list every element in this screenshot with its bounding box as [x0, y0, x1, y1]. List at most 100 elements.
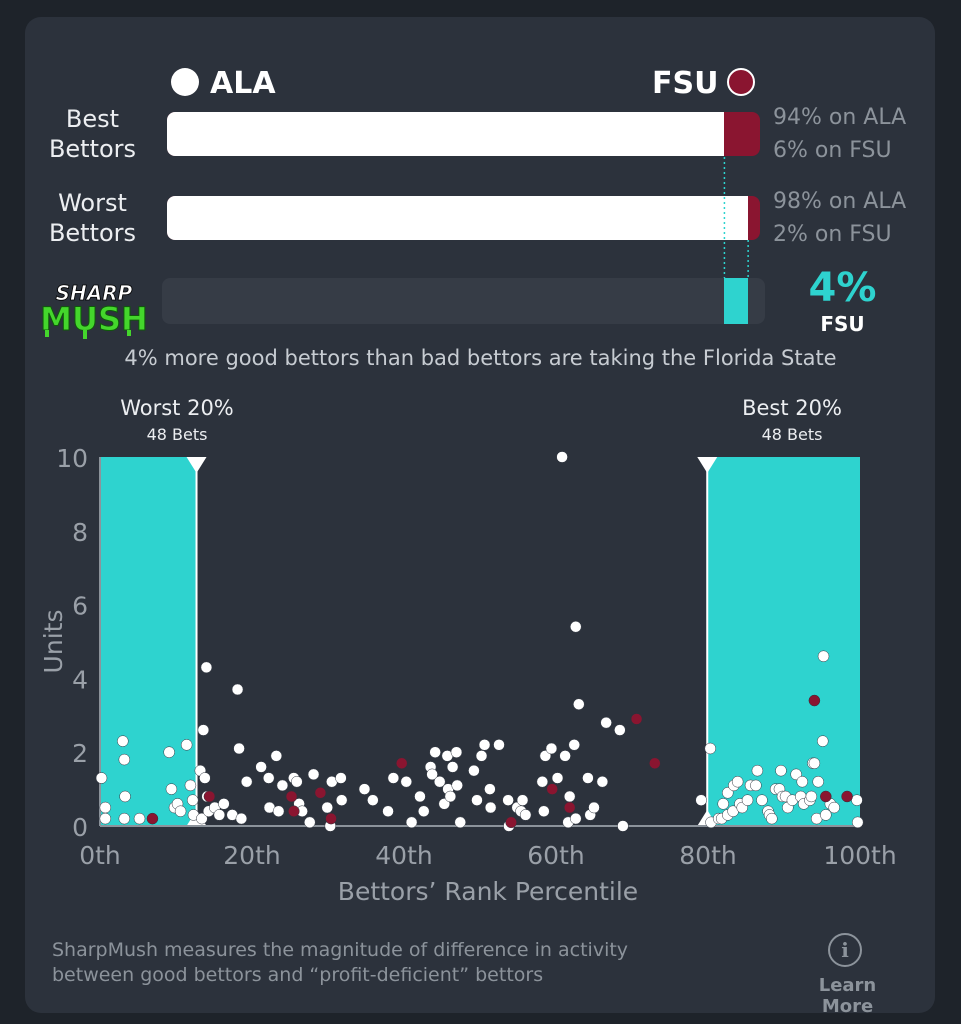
fsu-bet-point — [146, 812, 159, 825]
fsu-bet-point — [288, 805, 300, 817]
ala-bet-point — [570, 620, 582, 633]
fsu-bet-point — [649, 757, 661, 770]
x-tick-label: 0th — [79, 841, 121, 870]
ala-bet-point — [516, 794, 529, 806]
ala-bet-point — [414, 790, 426, 803]
ala-bet-point — [717, 798, 729, 810]
ala-bet-point — [291, 775, 303, 788]
ala-bet-point — [551, 772, 564, 784]
worst-bettors-ala-fill — [167, 196, 749, 240]
ala-bet-point — [321, 801, 333, 814]
ala-bet-point — [573, 698, 585, 710]
ala-bet-point — [478, 739, 491, 751]
ala-bet-point — [796, 775, 808, 788]
y-tick-label: 4 — [72, 665, 88, 694]
worst-bettors-label: Worst Bettors — [40, 188, 145, 248]
x-tick-label: 60th — [527, 841, 584, 870]
x-tick-label: 20th — [223, 841, 280, 870]
ala-bet-point — [538, 805, 550, 817]
ala-bet-point — [556, 451, 568, 463]
x-axis-title: Bettors’ Rank Percentile — [338, 877, 638, 906]
ala-bet-point — [446, 761, 459, 773]
ala-bet-point — [614, 724, 626, 736]
ala-bet-point — [596, 775, 609, 788]
fsu-bet-point — [325, 812, 337, 825]
best-bettors-ala-fill — [167, 112, 725, 156]
ala-bet-point — [484, 783, 496, 795]
best-ala-pct: 94% on ALA — [773, 105, 907, 130]
region-subtitle: 48 Bets — [762, 425, 823, 444]
ala-bet-point — [418, 805, 430, 817]
fsu-bet-point — [314, 787, 327, 799]
best-label-line2: Bettors — [48, 135, 137, 163]
ala-bet-point — [451, 779, 463, 792]
y-tick-label: 2 — [72, 739, 88, 768]
ala-bet-point — [382, 805, 394, 817]
footer-line2: between good bettors and “profit-deficie… — [52, 964, 544, 986]
sharpmush-logo: SHARP MUSH — [40, 281, 148, 339]
sharpmush-bar-track — [162, 278, 765, 324]
x-tick-label: 80th — [679, 841, 736, 870]
ala-bet-point — [95, 772, 108, 784]
ala-bet-point — [231, 683, 244, 696]
ala-bet-point — [695, 794, 707, 806]
ala-bet-point — [119, 790, 131, 803]
best-bettors-pct: 94% on ALA 6% on FSU — [773, 101, 906, 167]
ala-bet-point — [199, 772, 211, 784]
ala-bet-point — [588, 801, 600, 814]
sharpmush-caption: 4% more good bettors than bad bettors ar… — [124, 346, 837, 370]
best-bettors-label: Best Bettors — [40, 104, 145, 164]
ala-bet-point — [213, 809, 226, 821]
ala-bet-point — [240, 775, 253, 788]
ala-bet-point — [617, 820, 629, 832]
y-tick-label: 0 — [72, 813, 88, 842]
ala-bet-point — [805, 790, 818, 803]
region-subtitle: 48 Bets — [147, 425, 208, 444]
worst-ala-pct: 98% on ALA — [773, 189, 907, 214]
diff-connector — [723, 157, 749, 280]
worst-bettors-bar — [167, 196, 760, 240]
ala-bet-point — [118, 753, 131, 766]
learn-more-link[interactable]: Learn More — [818, 975, 877, 1017]
region-title: Best 20% — [742, 396, 842, 420]
ala-bet-point — [493, 739, 505, 751]
ala-bet-point — [751, 764, 764, 777]
ala-bet-point — [335, 794, 348, 806]
ala-bet-point — [433, 775, 446, 788]
ala-bet-point — [741, 794, 754, 806]
ala-bet-point — [99, 812, 112, 825]
ala-bet-point — [817, 650, 830, 663]
ala-bet-point — [766, 812, 778, 825]
ala-bet-point — [484, 801, 497, 814]
ala-bet-point — [536, 775, 549, 788]
ala-bet-point — [118, 812, 131, 825]
ala-bet-point — [304, 816, 316, 829]
ala-bet-point — [812, 775, 824, 788]
ala-bet-point — [235, 812, 248, 825]
ala-bet-point — [545, 742, 558, 755]
ala-bet-point — [851, 816, 864, 829]
fsu-bet-point — [563, 801, 576, 814]
ala-bet-point — [851, 794, 863, 806]
fsu-bet-point — [820, 790, 832, 803]
fsu-team-dot — [727, 68, 755, 96]
y-tick-label: 6 — [72, 592, 88, 621]
ala-bet-point — [454, 816, 466, 829]
sharpmush-team: FSU — [820, 312, 865, 336]
ala-bet-point — [582, 772, 594, 784]
region-band — [100, 457, 197, 826]
ala-bet-point — [276, 779, 289, 792]
ala-bet-point — [307, 768, 320, 781]
info-icon[interactable]: i — [828, 933, 862, 967]
logo-sharp-text: SHARP — [56, 281, 133, 305]
worst-label-line2: Bettors — [48, 219, 137, 247]
region-marker-top — [697, 457, 718, 473]
ala-bet-point — [429, 746, 441, 758]
ala-bet-point — [756, 794, 768, 806]
ala-bet-point — [704, 742, 717, 755]
region-marker-top — [186, 457, 207, 473]
ala-bet-point — [519, 809, 532, 821]
fsu-bet-point — [395, 757, 408, 770]
ala-bet-point — [272, 805, 285, 817]
